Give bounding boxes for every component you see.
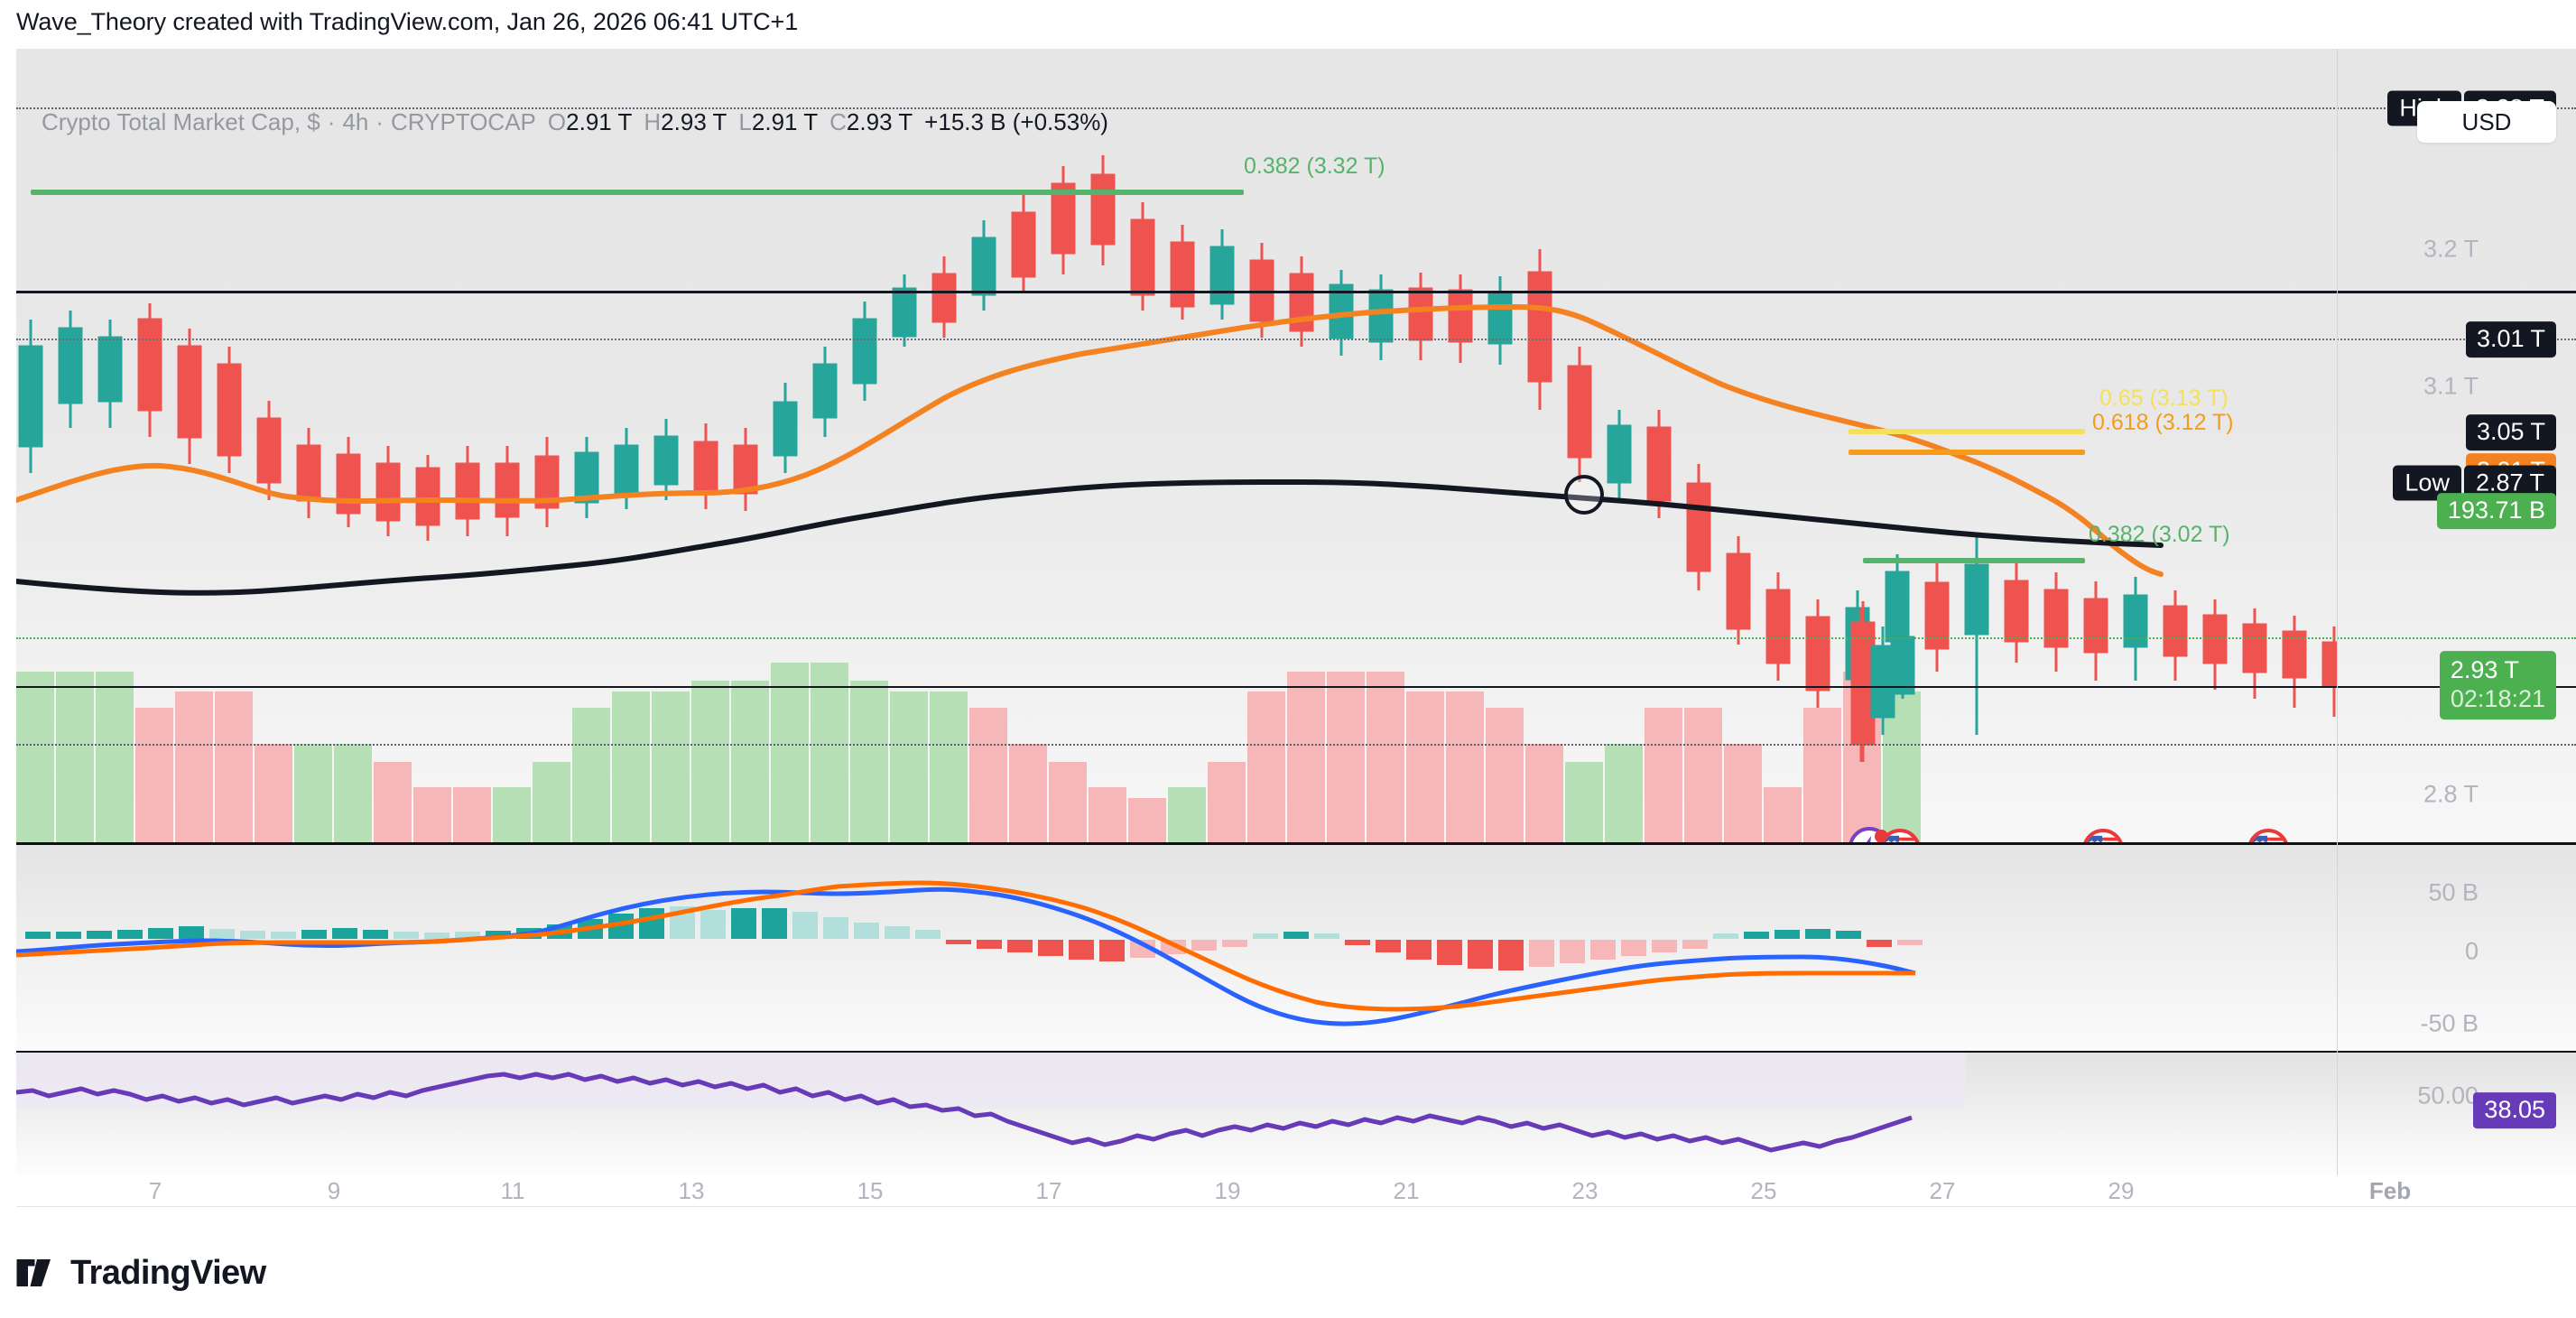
rsi-value-badge[interactable]: 38.05 (2473, 1092, 2556, 1128)
time-tick-19: 19 (1214, 1177, 1241, 1204)
last-price-badge[interactable]: 2.93 T 02:18:21 (2439, 651, 2556, 719)
macd-histogram (25, 906, 1923, 970)
legend-open-value: 2.91 T (566, 108, 633, 135)
ma-line (16, 479, 2164, 596)
legend-close-value: 2.93 T (846, 108, 913, 135)
tradingview-wordmark: TradingView (70, 1253, 266, 1292)
macd-tick-neg50b: -50 B (2420, 1009, 2479, 1037)
legend-open-label: O (547, 108, 567, 135)
legend-high-value: 2.93 T (661, 108, 727, 135)
legend-sep-2: · (375, 108, 385, 135)
macd-pane[interactable] (16, 845, 2576, 1051)
time-tick-7: 7 (148, 1177, 162, 1204)
macd-slow-line (16, 880, 1915, 1012)
attribution-text: Wave_Theory created with TradingView.com… (16, 8, 799, 35)
fib-segment-3[interactable] (1863, 558, 2085, 563)
price-series-svg (16, 155, 2338, 843)
high-level-line (16, 107, 2576, 109)
time-tick-13: 13 (678, 1177, 705, 1204)
fib-segment-2[interactable] (1849, 450, 2085, 455)
footer: TradingView (16, 1248, 266, 1298)
fib-segment-1[interactable] (1849, 429, 2085, 434)
macd-fast-line (16, 886, 1916, 1026)
price-tick-3.1: 3.1 T (2423, 372, 2479, 400)
rsi-series-svg (16, 1053, 1966, 1153)
time-tick-17: 17 (1035, 1177, 1062, 1204)
secondary-level-line (16, 339, 2576, 340)
low-level-line (16, 744, 2576, 746)
ma-cross-circle-marker[interactable] (1564, 475, 1604, 515)
currency-button[interactable]: USD (2417, 101, 2556, 143)
close-horizontal-line (16, 291, 2576, 293)
fib-label-2: 0.618 (3.12 T) (2092, 410, 2234, 435)
time-axis[interactable]: 7 9 11 13 15 17 19 21 23 25 27 29 Feb (16, 1175, 2576, 1226)
time-tick-feb: Feb (2368, 1177, 2412, 1204)
fib-label-3: 0.382 (3.02 T) (2089, 522, 2230, 547)
legend-close-label: C (829, 108, 847, 135)
legend-sep-1: · (327, 108, 336, 135)
rsi-line (16, 1072, 1913, 1153)
rsi-pane[interactable] (16, 1053, 2576, 1175)
macd-tick-0: 0 (2464, 937, 2479, 965)
fib-segment-0[interactable] (31, 190, 1244, 195)
volume-histogram (16, 663, 1921, 843)
legend-change: +15.3 B (+0.53%) (924, 108, 1108, 135)
time-tick-15: 15 (857, 1177, 884, 1204)
time-tick-27: 27 (1929, 1177, 1956, 1204)
legend-symbol[interactable]: Crypto Total Market Cap, $ (42, 108, 320, 135)
time-axis-line (16, 1206, 2576, 1207)
svg-text:★★★: ★★★ (2089, 838, 2108, 843)
fib-label-1: 0.65 (3.13 T) (2099, 385, 2229, 411)
close-line-badge[interactable]: 3.01 T (2465, 321, 2556, 357)
time-tick-11: 11 (500, 1177, 525, 1204)
macd-series-svg (16, 880, 1923, 1026)
macd-tick-50b: 50 B (2428, 878, 2479, 906)
svg-text:★★★: ★★★ (1886, 838, 1904, 843)
ema-line (16, 304, 2164, 577)
pane-separator-macd[interactable] (16, 842, 2576, 845)
legend-high-label: H (644, 108, 662, 135)
legend-low-value: 2.91 T (751, 108, 819, 135)
rsi-tick-50: 50.00 (2417, 1081, 2479, 1109)
volume-badge[interactable]: 193.71 B (2436, 493, 2556, 529)
legend-low-label: L (738, 108, 752, 135)
time-tick-29: 29 (2108, 1177, 2135, 1204)
svg-text:★★★: ★★★ (2254, 838, 2273, 843)
legend-exchange: CRYPTOCAP (391, 108, 536, 135)
fib-label-0: 0.382 (3.32 T) (1244, 153, 1385, 179)
last-price-dotted-line (16, 637, 2576, 639)
price-pane[interactable]: 0.382 (3.32 T) 0.65 (3.13 T) 0.618 (3.12… (16, 49, 2576, 843)
us-flag-icon-1[interactable]: ★★★ (1879, 829, 1921, 843)
tradingview-logo-icon (16, 1259, 58, 1286)
time-tick-25: 25 (1750, 1177, 1777, 1204)
candlestick-series (18, 155, 2338, 762)
time-tick-21: 21 (1393, 1177, 1420, 1204)
pane-separator-rsi[interactable] (16, 1050, 2576, 1053)
ma-price-badge[interactable]: 3.05 T (2465, 414, 2556, 450)
bar-countdown: 02:18:21 (2450, 685, 2545, 712)
price-tick-3.2: 3.2 T (2423, 235, 2479, 263)
last-price-value: 2.93 T (2450, 656, 2519, 684)
close-price-line (16, 686, 2576, 688)
price-axis-divider (2337, 49, 2338, 1175)
chart-legend[interactable]: Crypto Total Market Cap, $ · 4h · CRYPTO… (42, 108, 1108, 136)
price-tick-2.8: 2.8 T (2423, 780, 2479, 808)
legend-interval[interactable]: 4h (342, 108, 369, 135)
header-bar: Wave_Theory created with TradingView.com… (0, 0, 2576, 49)
time-tick-9: 9 (327, 1177, 341, 1204)
chart-frame[interactable]: 0.382 (3.32 T) 0.65 (3.13 T) 0.618 (3.12… (16, 49, 2576, 1222)
time-tick-23: 23 (1571, 1177, 1598, 1204)
